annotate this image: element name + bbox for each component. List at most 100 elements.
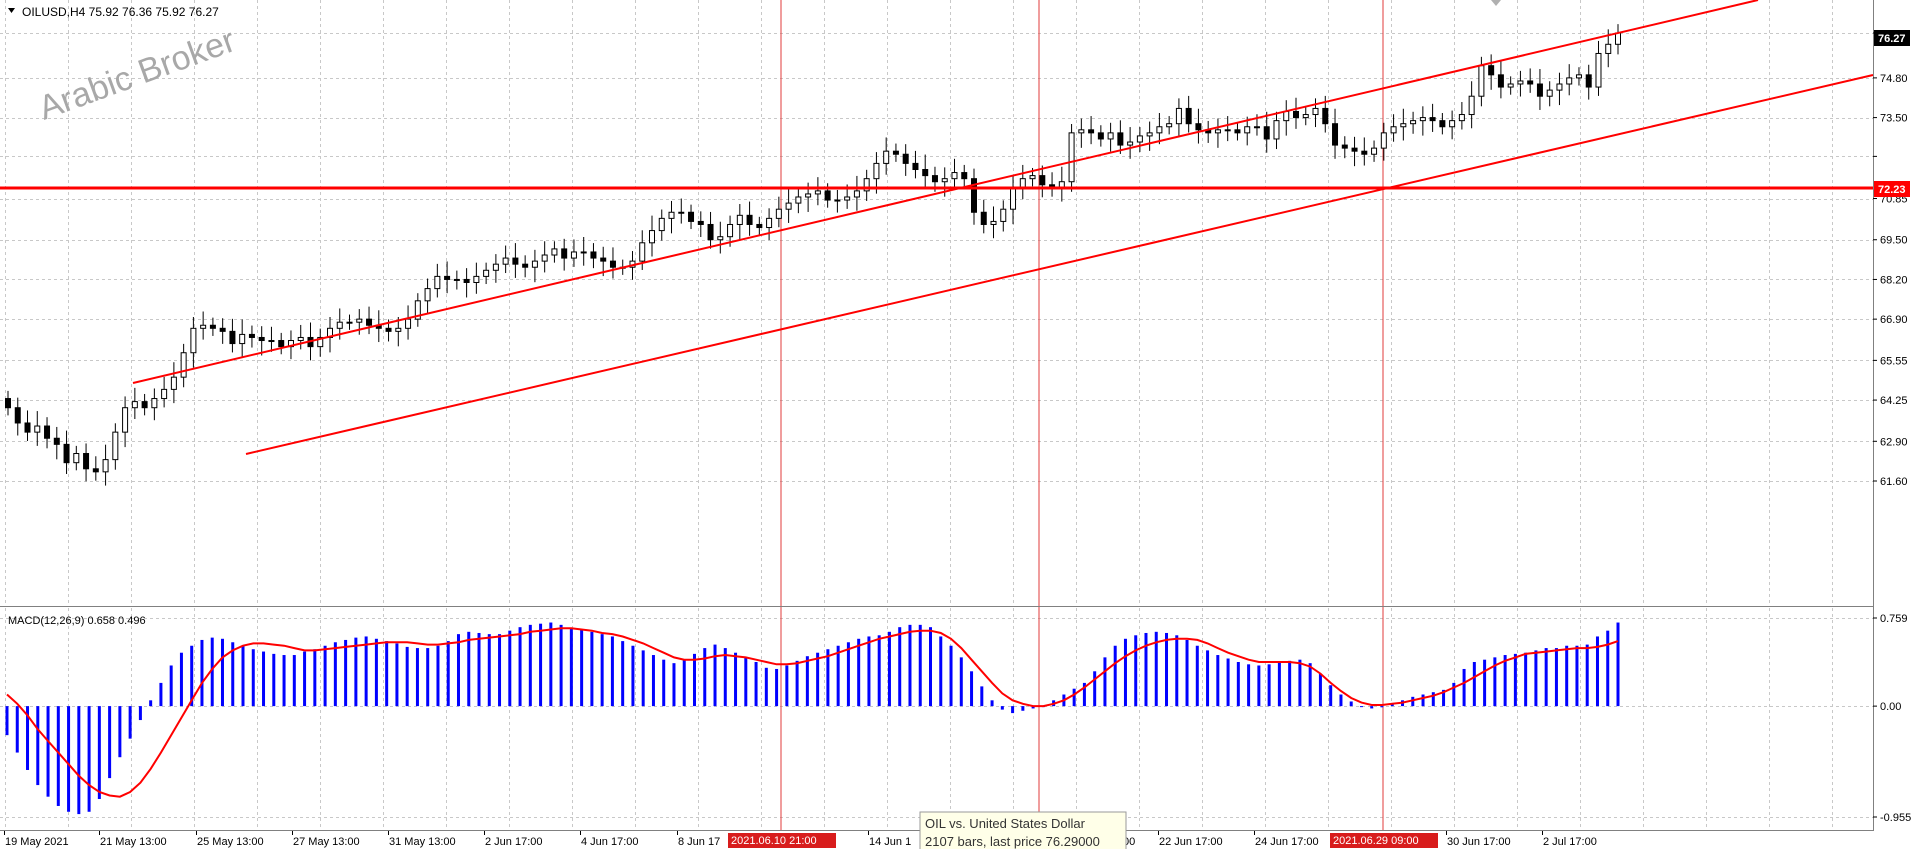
macd-histogram-bar (785, 665, 789, 707)
macd-histogram-bar (1390, 703, 1394, 707)
macd-histogram-bar (569, 628, 573, 707)
macd-histogram-bar (836, 645, 840, 707)
tooltip-line-1: OIL vs. United States Dollar (925, 816, 1086, 831)
macd-histogram-bar (1298, 659, 1302, 707)
macd-histogram-bar (549, 622, 553, 707)
candle-body (502, 257, 509, 265)
candle-body (170, 376, 177, 390)
candle-body (414, 300, 421, 320)
time-axis[interactable]: 19 May 2021 21 May 13:00 25 May 13:00 27 Ma… (4, 831, 1597, 848)
macd-histogram-bar (67, 706, 71, 812)
macd-histogram-bar (1267, 664, 1271, 707)
candle-body (1107, 132, 1114, 140)
macd-histogram-bar (149, 700, 153, 707)
date-tag-1-label: 2021.06.10 21:00 (731, 835, 817, 847)
price-tick-label: 74.80 (1880, 73, 1908, 85)
macd-histogram-bar (1380, 706, 1384, 708)
candle-body (1029, 175, 1036, 180)
macd-histogram-bar (1575, 645, 1579, 707)
macd-histogram-bar (631, 645, 635, 707)
candle-body (668, 211, 675, 219)
candle-body (434, 275, 441, 290)
date-tag-2 (1330, 833, 1438, 848)
macd-histogram-bar (744, 657, 748, 707)
macd-histogram-bar (436, 645, 440, 707)
macd-histogram-bar (1257, 665, 1261, 707)
candle-body (317, 336, 324, 348)
candle-body (1605, 43, 1612, 54)
candle-body (541, 254, 548, 262)
channel-lower-line[interactable] (245, 74, 1874, 455)
candle-body (1341, 144, 1348, 149)
macd-histogram-bar (251, 649, 255, 707)
candle-body (190, 327, 197, 354)
macd-histogram-bar (1175, 635, 1179, 707)
macd-histogram-bar (959, 657, 963, 707)
candle-body (1488, 65, 1495, 76)
candle-body (366, 318, 373, 326)
macd-histogram-bar (1524, 652, 1528, 707)
candle-body (1556, 83, 1563, 91)
candle-body (853, 190, 860, 198)
candle-body (688, 211, 695, 222)
candle-body (1332, 123, 1339, 146)
candle-body (453, 278, 460, 281)
macd-histogram-bar (713, 644, 717, 707)
shift-marker-icon[interactable] (1491, 0, 1501, 6)
macd-histogram-bar (262, 651, 266, 707)
macd-histogram-bar (590, 631, 594, 707)
macd-histogram-bar (15, 706, 19, 753)
current-price-tag (1874, 30, 1910, 46)
time-tick-label: 27 May 13:00 (293, 836, 360, 848)
macd-histogram-bar (1072, 688, 1076, 707)
candle-body (1234, 129, 1241, 134)
macd-histogram-bar (1031, 706, 1035, 709)
candle-body (834, 199, 841, 202)
candle-body (395, 327, 402, 332)
time-tick-label: 31 May 13:00 (389, 836, 456, 848)
candle-body (229, 330, 236, 345)
price-tick-label: 64.25 (1880, 395, 1908, 407)
macd-histogram-bar (1318, 673, 1322, 707)
price-axis[interactable]: 74.8073.5070.8569.5068.2066.9065.5564.25… (1873, 32, 1908, 488)
candle-body (112, 431, 119, 461)
candle-body (24, 422, 31, 433)
candle-body (941, 178, 948, 183)
candle-body (795, 196, 802, 204)
macd-histogram-bar (1277, 662, 1281, 707)
macd-histogram-bar (323, 645, 327, 707)
candle-body (1078, 129, 1085, 134)
macd-histogram-bar (610, 636, 614, 707)
macd-histogram-bar (97, 706, 101, 800)
candle-body (1322, 107, 1329, 125)
candle-body (405, 318, 412, 329)
candle-body (1439, 120, 1446, 128)
candle-body (922, 169, 929, 177)
macd-histogram-bar (651, 655, 655, 707)
macd-axis[interactable]: 0.759 0.00 -0.955 (1873, 613, 1911, 824)
candle-body (34, 425, 41, 433)
candle-body (1458, 114, 1465, 122)
candle-body (258, 336, 265, 342)
macd-title: MACD(12,26,9) 0.658 0.496 (8, 615, 146, 627)
channel-upper-line[interactable] (132, 0, 1759, 384)
macd-histogram-bar (1308, 663, 1312, 707)
candle-body (5, 398, 11, 409)
candle-body (1351, 147, 1358, 152)
macd-histogram-bar (1226, 658, 1230, 707)
macd-histogram-bar (1554, 648, 1558, 707)
candle-body (53, 437, 60, 445)
macd-histogram-bar (1513, 653, 1517, 707)
candle-body (1010, 187, 1017, 210)
macd-histogram-bar (1359, 706, 1363, 708)
candle-body (1302, 114, 1309, 119)
candle-body (824, 190, 831, 201)
candle-body (180, 352, 187, 378)
triangle-down-icon[interactable] (8, 8, 15, 13)
candle-body (580, 251, 587, 254)
macd-histogram-bar (87, 706, 91, 812)
candle-body (961, 172, 968, 180)
candle-body (844, 196, 851, 201)
macd-histogram-bar (877, 635, 881, 707)
